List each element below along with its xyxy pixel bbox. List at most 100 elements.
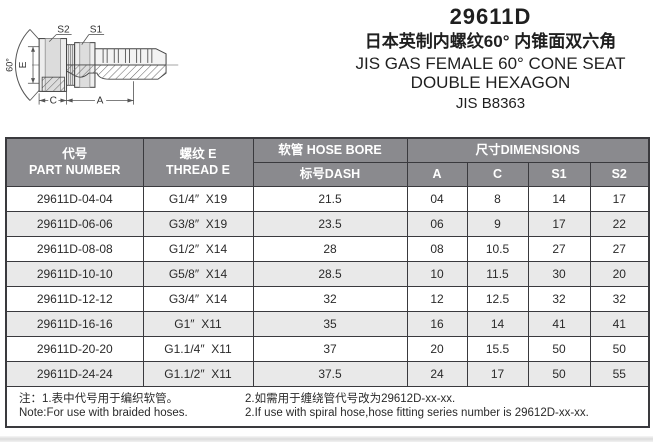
cell-c: 11.5 [466,261,529,287]
cell-c: 8 [466,186,529,212]
a-dim-label: A [97,96,104,107]
cell-thread: G1″ X11 [142,311,254,337]
cell-s1: 27 [527,236,591,262]
title-block: 29611D 日本英制内螺纹60° 内锥面双六角 JIS GAS FEMALE … [328,4,653,112]
cell-c: 14 [466,311,529,337]
nut-section-hatch [41,76,65,92]
cell-s1: 50 [527,336,591,362]
col-header-thread-cn: 螺纹 E [179,146,217,161]
cell-part: 29611D-04-04 [5,186,144,212]
cell-dash: 23.5 [252,211,408,237]
cell-s2: 55 [589,361,650,387]
cell-c: 17 [466,361,529,387]
cell-a: 06 [406,211,468,237]
cell-dash: 37 [252,336,408,362]
cell-s1: 17 [527,211,591,237]
col-header-s2: S2 [589,162,650,187]
cell-a: 08 [406,236,468,262]
notes-cell: 注：1.表中代号用于编织软管。 Note:For use with braide… [5,386,650,428]
col-header-part-number: 代号 PART NUMBER [5,137,144,187]
series-number: 29611D [449,4,532,29]
table-header: 代号 PART NUMBER 螺纹 E THREAD E 软管 HOSE BOR… [5,137,650,187]
s1-label: S1 [90,24,103,35]
hose-tail [94,48,167,66]
cell-dash: 35 [252,311,408,337]
cell-s2: 50 [589,336,650,362]
cell-c: 9 [466,211,529,237]
s2-label: S2 [57,24,70,35]
col-header-c: C [466,162,529,187]
table-row: 29611D-24-24 G1.1/2″ X11 37.5 24 17 50 5… [5,361,650,387]
cell-dash: 32 [252,286,408,312]
cell-c: 15.5 [466,336,529,362]
cell-part: 29611D-06-06 [5,211,144,237]
page-edge-shadow [0,436,653,442]
table-row: 29611D-16-16 G1″ X11 35 16 14 41 41 [5,311,650,337]
table-row: 29611D-08-08 G1/2″ X14 28 08 10.5 27 27 [5,236,650,262]
cell-a: 10 [406,261,468,287]
stem-section-hatch [66,64,167,80]
col-header-hose-bore: 软管 HOSE BORE [252,137,408,163]
table-row: 29611D-20-20 G1.1/4″ X11 37 20 15.5 50 5… [5,336,650,362]
cell-part: 29611D-12-12 [5,286,144,312]
cell-s2: 27 [589,236,650,262]
note2-english: 2.If use with spiral hose,hose fitting s… [245,406,589,419]
cell-part: 29611D-10-10 [5,261,144,287]
cell-dash: 28 [252,236,408,262]
notes-row: 注：1.表中代号用于编织软管。 Note:For use with braide… [5,386,650,428]
col-header-dimensions: 尺寸DIMENSIONS [406,137,650,163]
cell-part: 29611D-08-08 [5,236,144,262]
subtitle-english-1: JIS GAS FEMALE 60° CONE SEAT [355,53,626,73]
cell-a: 24 [406,361,468,387]
c-dim-label: C [50,96,57,107]
table-row: 29611D-06-06 G3/8″ X19 23.5 06 9 17 22 [5,211,650,237]
cell-s2: 32 [589,286,650,312]
table-row: 29611D-12-12 G3/4″ X14 32 12 12.5 32 32 [5,286,650,312]
cell-s1: 32 [527,286,591,312]
cell-thread: G3/8″ X19 [142,211,254,237]
cell-thread: G1.1/4″ X11 [142,336,254,362]
cell-thread: G1/2″ X14 [142,236,254,262]
cell-thread: G3/4″ X14 [142,286,254,312]
cell-s2: 17 [589,186,650,212]
note-group-spiral: 2.如需用于缠绕管代号改为29612D-xx-xx. 2.If use with… [245,393,642,420]
e-dim-label: E [18,61,29,68]
col-header-dash: 标号DASH [252,162,408,187]
note1-chinese: 注：1.表中代号用于编织软管。 [19,393,179,405]
cell-a: 12 [406,286,468,312]
cell-s1: 30 [527,261,591,287]
note2-chinese: 2.如需用于缠绕管代号改为29612D-xx-xx. [245,393,456,405]
cell-dash: 37.5 [252,361,408,387]
col-header-part-cn: 代号 [62,146,88,161]
cell-c: 12.5 [466,286,529,312]
col-header-a: A [406,162,468,187]
cell-dash: 28.5 [252,261,408,287]
col-header-s1: S1 [527,162,591,187]
spec-table: 代号 PART NUMBER 螺纹 E THREAD E 软管 HOSE BOR… [5,137,650,428]
cone-angle-arc [14,29,31,101]
fitting-drawing-svg: 60° E [5,24,179,107]
angle-label: 60° [5,58,15,72]
cell-a: 04 [406,186,468,212]
cell-dash: 21.5 [252,186,408,212]
cell-a: 20 [406,336,468,362]
cell-s2: 41 [589,311,650,337]
cell-part: 29611D-16-16 [5,311,144,337]
fitting-diagram: 60° E [4,2,190,132]
cell-thread: G1/4″ X19 [142,186,254,212]
table-body: 29611D-04-04 G1/4″ X19 21.5 04 8 14 17 2… [5,186,650,428]
cell-s1: 41 [527,311,591,337]
col-header-thread: 螺纹 E THREAD E [142,137,254,187]
cell-a: 16 [406,311,468,337]
table-row: 29611D-10-10 G5/8″ X14 28.5 10 11.5 30 2… [5,261,650,287]
cell-s2: 22 [589,211,650,237]
subtitle-english-2: DOUBLE HEXAGON [410,73,571,93]
note1-english: Note:For use with braided hoses. [19,406,188,419]
col-header-part-en: PART NUMBER [29,162,121,177]
standard-number: JIS B8363 [455,94,526,112]
cell-c: 10.5 [466,236,529,262]
cell-part: 29611D-20-20 [5,336,144,362]
col-header-thread-en: THREAD E [166,162,230,177]
subtitle-chinese: 日本英制内螺纹60° 内锥面双六角 [364,32,617,52]
